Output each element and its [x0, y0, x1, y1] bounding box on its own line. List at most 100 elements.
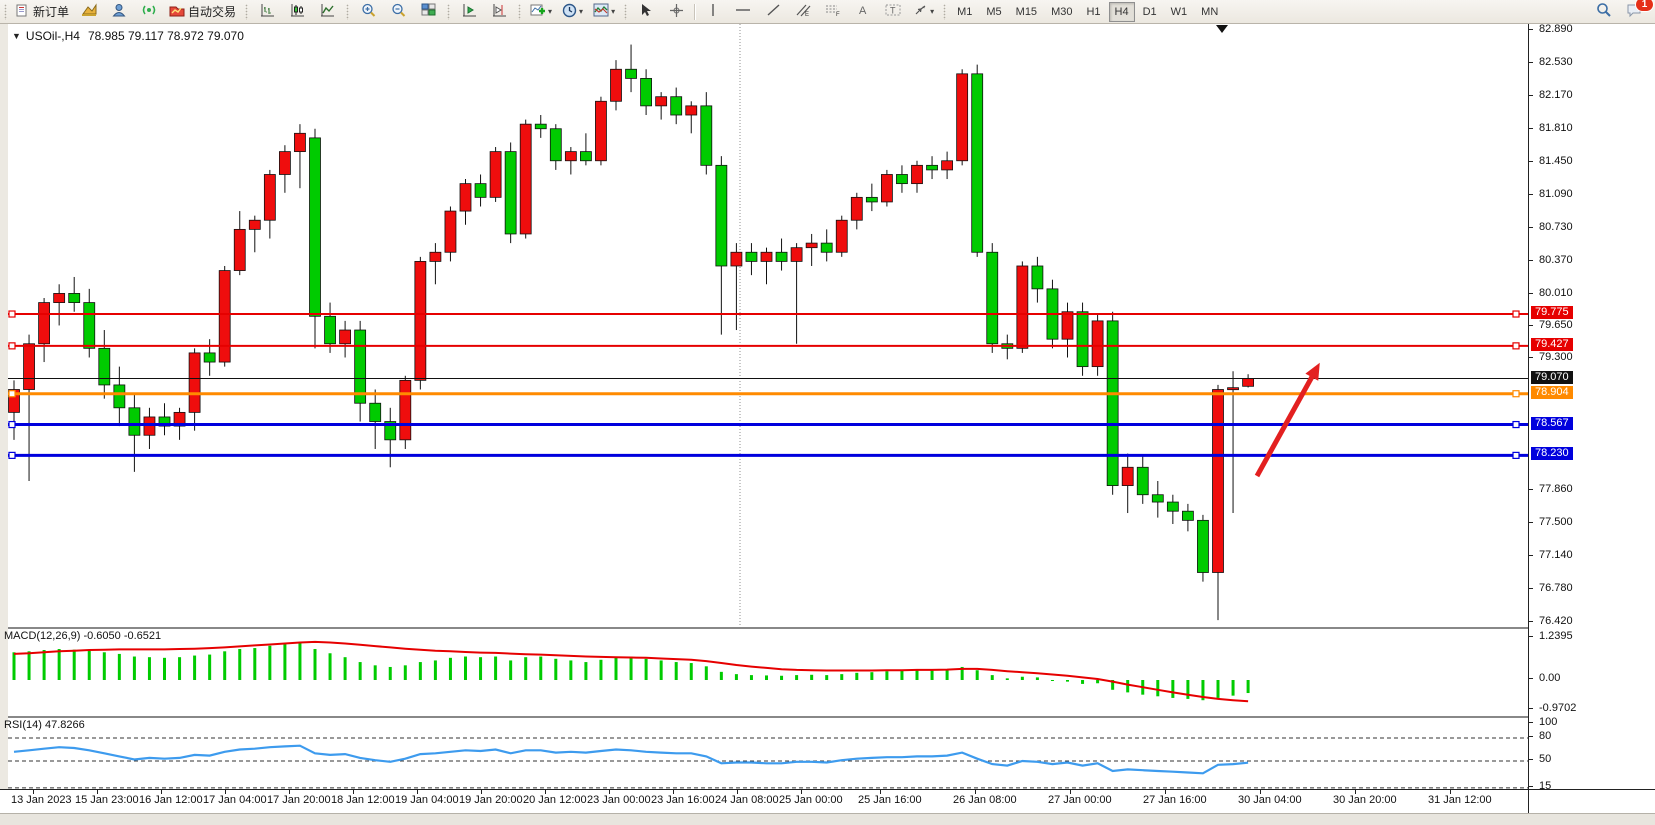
templates-button[interactable]: ▾ [589, 1, 619, 23]
time-label: 27 Jan 16:00 [1143, 794, 1207, 806]
price-tick-label: 76.780 [1539, 582, 1573, 595]
cursor-button[interactable] [632, 1, 660, 23]
timeframe-button-mn[interactable]: MN [1201, 5, 1219, 18]
bearish-candle [775, 251, 788, 262]
time-label: 19 Jan 20:00 [459, 794, 523, 806]
ohlc-toggle-icon[interactable]: ▼ [12, 31, 21, 41]
bar-chart-button[interactable] [253, 1, 281, 23]
auto-scroll-button[interactable] [455, 1, 483, 23]
timeframe-button-d1[interactable]: D1 [1142, 5, 1157, 18]
bullish-candle [489, 151, 502, 198]
macd-histogram-bar [689, 663, 693, 680]
rsi-axis-label: 50 [1539, 753, 1552, 765]
bullish-candle [685, 105, 698, 116]
macd-histogram-bar [12, 652, 16, 680]
autotrade-label: 自动交易 [188, 5, 237, 19]
bearish-candle [820, 242, 833, 253]
tile-windows-button[interactable] [414, 1, 442, 23]
macd-histogram-bar [163, 657, 166, 680]
axis-tick-mark [1529, 29, 1533, 30]
candlestick-chart-button[interactable] [283, 1, 311, 23]
chart-shift-button[interactable] [485, 1, 513, 23]
toolbar-grip[interactable] [942, 3, 948, 20]
periods-button[interactable]: ▾ [558, 1, 587, 23]
toolbar-grip[interactable] [3, 3, 8, 20]
timeframe-button-m5[interactable]: M5 [986, 5, 1002, 18]
axis-tick-mark [1529, 522, 1533, 524]
text-button[interactable]: A [849, 1, 877, 23]
cursor-icon [640, 3, 652, 20]
clock-icon [562, 3, 577, 21]
indicators-button[interactable]: ▾ [526, 1, 556, 23]
line-anchor-handle[interactable] [8, 390, 16, 398]
bar-chart-icon [260, 3, 275, 20]
zoom-in-button[interactable] [354, 1, 382, 23]
bearish-candle [986, 251, 999, 345]
horizontal-scrollbar[interactable] [0, 813, 1655, 825]
bullish-candle [805, 242, 818, 249]
line-anchor-handle[interactable] [1512, 390, 1520, 398]
bullish-candle [1212, 389, 1224, 573]
time-label: 18 Jan 12:00 [331, 794, 395, 806]
chevron-down-icon: ▾ [930, 7, 935, 16]
timeframe-button-m1[interactable]: M1 [957, 5, 973, 18]
price-tick-label: 77.140 [1539, 549, 1573, 562]
bar-shift-marker-icon[interactable] [1216, 25, 1228, 33]
macd-histogram-bar [1231, 680, 1235, 696]
timeframe-button-m15[interactable]: M15 [1015, 5, 1038, 18]
price-tick-label: 77.500 [1539, 516, 1573, 529]
line-anchor-handle[interactable] [1512, 342, 1520, 350]
bullish-candle [263, 174, 276, 221]
vertical-line-button[interactable] [699, 1, 727, 23]
market-watch-button[interactable] [75, 1, 103, 23]
fibonacci-button[interactable]: F [819, 1, 847, 23]
timeframe-button-w1[interactable]: W1 [1170, 5, 1188, 18]
trendline-button[interactable] [759, 1, 787, 23]
autotrade-icon [169, 3, 185, 20]
time-axis[interactable]: 13 Jan 2023 15 Jan 23:00 16 Jan 12:00 17 Ja… [0, 789, 1655, 814]
toolbar-grip[interactable] [244, 3, 250, 20]
timeframe-button-h4[interactable]: H4 [1108, 1, 1135, 22]
timeframe-button-m30[interactable]: M30 [1051, 5, 1073, 18]
toolbar-grip[interactable] [446, 3, 452, 20]
rsi-axis-label: 100 [1539, 716, 1558, 728]
chat-button[interactable]: 1 [1620, 0, 1654, 23]
line-anchor-handle[interactable] [8, 420, 16, 429]
axis-tick-mark [1529, 226, 1533, 228]
text-label-button[interactable]: T [879, 1, 907, 23]
bullish-candle [1121, 466, 1134, 486]
zoom-out-button[interactable] [384, 1, 412, 23]
horizontal-line-button[interactable] [729, 1, 757, 23]
channel-button[interactable]: E [789, 1, 817, 23]
macd-pane[interactable] [8, 627, 1528, 718]
autotrade-button[interactable]: 自动交易 [165, 1, 240, 23]
signals-button[interactable] [135, 1, 163, 23]
shapes-button[interactable]: ▾ [909, 1, 938, 23]
new-order-button[interactable]: 新订单 [12, 1, 73, 23]
toolbar-grip[interactable] [345, 3, 351, 20]
line-anchor-handle[interactable] [1512, 310, 1520, 318]
macd-histogram-bar [810, 674, 814, 680]
macd-histogram-bar [1081, 680, 1085, 684]
trend-arrow-annotation[interactable] [1254, 373, 1316, 478]
crosshair-button[interactable] [662, 1, 690, 23]
rsi-pane[interactable] [8, 716, 1528, 791]
toolbar-grip[interactable] [623, 3, 629, 20]
line-anchor-handle[interactable] [8, 342, 16, 350]
macd-indicator-label: MACD(12,26,9) -0.6050 -0.6521 [4, 630, 162, 642]
line-anchor-handle[interactable] [8, 310, 16, 318]
timeframe-button-h1[interactable]: H1 [1086, 5, 1101, 18]
community-button[interactable] [105, 1, 133, 23]
macd-histogram-bar [644, 658, 648, 680]
toolbar-grip[interactable] [517, 3, 523, 20]
bearish-candle [324, 315, 336, 345]
search-button[interactable] [1590, 1, 1618, 23]
line-anchor-handle[interactable] [1512, 451, 1520, 459]
line-chart-button[interactable] [313, 1, 341, 23]
line-anchor-handle[interactable] [1512, 420, 1520, 429]
line-anchor-handle[interactable] [8, 451, 16, 459]
macd-histogram-bar [599, 659, 603, 680]
price-axis[interactable]: 82.890 82.530 82.170 81.810 81.450 81.090 80.7… [1528, 23, 1655, 792]
price-chart-pane[interactable] [8, 24, 1528, 627]
chevron-down-icon: ▾ [548, 7, 553, 16]
